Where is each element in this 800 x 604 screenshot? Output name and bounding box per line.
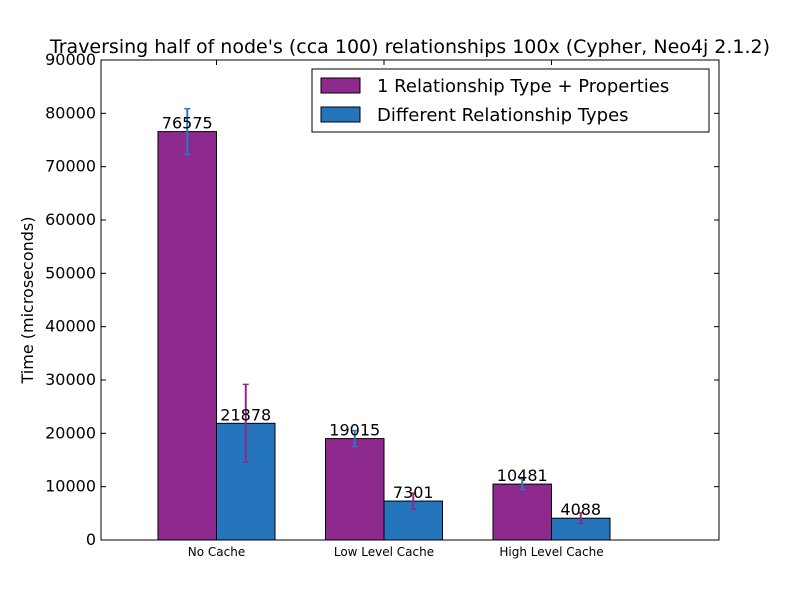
legend-swatch bbox=[320, 77, 361, 94]
chart-title: Traversing half of node's (cca 100) rela… bbox=[49, 36, 770, 58]
plot-frame bbox=[100, 59, 720, 541]
bar bbox=[325, 438, 385, 541]
y-tick-label: 60000 bbox=[45, 210, 96, 229]
y-tick-label: 10000 bbox=[45, 477, 96, 496]
y-tick-label: 50000 bbox=[45, 263, 96, 282]
data-label: 76575 bbox=[162, 114, 213, 133]
plot-area: 0 10000 20000 30000 40000 50000 60000 70000 8000… bbox=[45, 50, 719, 559]
y-tick-label: 0 bbox=[86, 530, 96, 549]
x-tick-label: No Cache bbox=[188, 545, 245, 559]
y-axis-label: Time (microseconds) bbox=[18, 217, 37, 385]
bar bbox=[492, 483, 552, 541]
data-label: 7301 bbox=[393, 483, 434, 502]
x-tick-label: High Level Cache bbox=[499, 545, 603, 559]
y-tick-label: 30000 bbox=[45, 370, 96, 389]
data-label: 4088 bbox=[560, 500, 601, 519]
x-tick-label: Low Level Cache bbox=[334, 545, 434, 559]
data-label: 21878 bbox=[220, 405, 271, 424]
legend: 1 Relationship Type + Properties Differen… bbox=[311, 68, 710, 133]
y-tick-label: 80000 bbox=[45, 103, 96, 122]
y-tick-label: 70000 bbox=[45, 157, 96, 176]
legend-swatch bbox=[320, 106, 361, 123]
y-tick-label: 40000 bbox=[45, 317, 96, 336]
y-tick-label: 20000 bbox=[45, 423, 96, 442]
data-label: 10481 bbox=[497, 466, 548, 485]
legend-frame bbox=[311, 68, 710, 133]
y-tick-label: 90000 bbox=[45, 50, 96, 69]
data-label: 19015 bbox=[329, 421, 380, 440]
bar bbox=[157, 131, 217, 541]
legend-label: 1 Relationship Type + Properties bbox=[377, 76, 669, 97]
legend-label: Different Relationship Types bbox=[377, 105, 629, 126]
